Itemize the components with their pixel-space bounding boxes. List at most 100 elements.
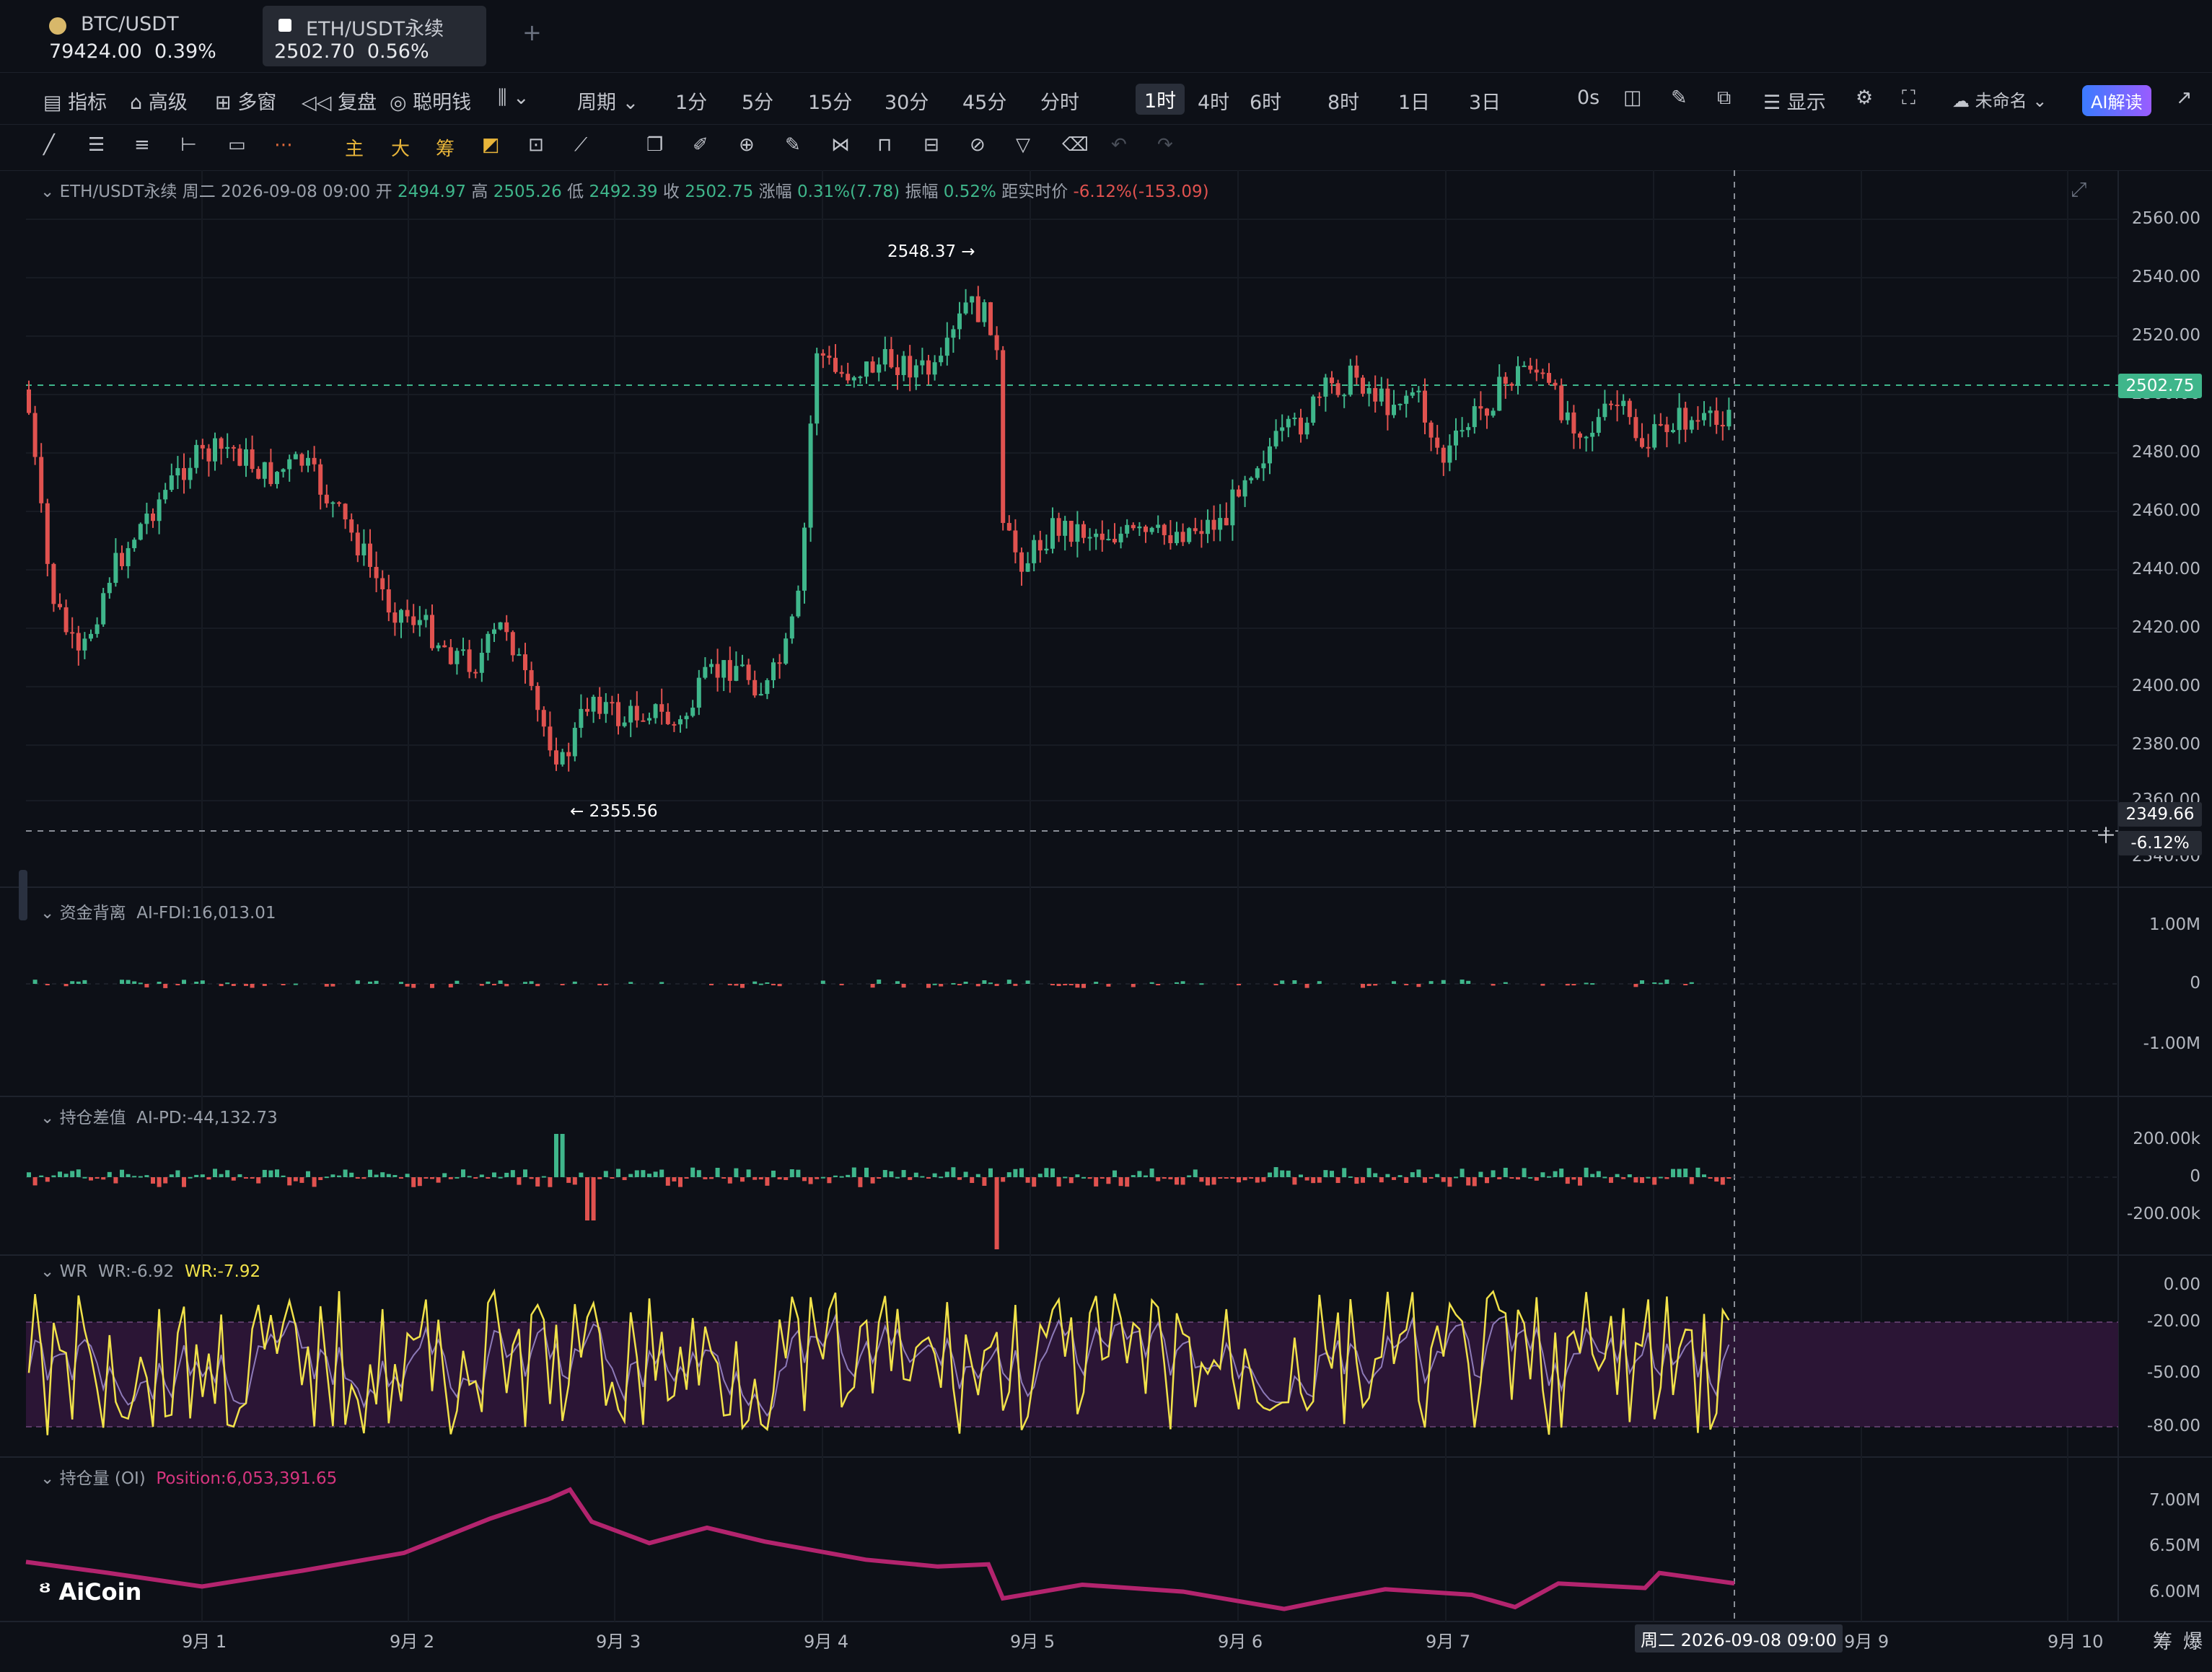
big-order-button[interactable]: 大	[391, 138, 411, 160]
zoom-icon[interactable]: ⊕	[739, 134, 755, 156]
pd-bar	[610, 1177, 615, 1179]
candle-body	[1726, 410, 1732, 427]
pd-bar	[1404, 1177, 1409, 1183]
fullscreen-icon[interactable]: ⛶	[1902, 87, 1915, 109]
fdi-bar	[250, 984, 255, 988]
pd-bar	[256, 1177, 261, 1184]
tab-btc[interactable]: BTC/USDT 79424.00 0.39%	[29, 6, 245, 66]
pen-icon[interactable]: ✎	[1671, 87, 1687, 109]
fdi-bar	[144, 984, 149, 987]
candle-body	[63, 607, 69, 633]
chart-area[interactable]	[0, 170, 2212, 1672]
interval-3[interactable]: 30分	[885, 92, 929, 114]
chip-corner-button[interactable]: 筹	[2153, 1631, 2172, 1653]
tab-eth[interactable]: ETH/USDT永续 2502.70 0.56%	[263, 6, 486, 66]
add-tab-button[interactable]: +	[522, 19, 542, 46]
camera-icon[interactable]: ◫	[1623, 87, 1642, 109]
redo-icon[interactable]: ↷	[1157, 134, 1173, 156]
pd-bar	[727, 1177, 732, 1184]
multi-window-button[interactable]: ⊞ 多窗	[215, 92, 277, 114]
fdi-bar	[1025, 980, 1030, 984]
fdi-bar	[734, 984, 739, 986]
pd-bar	[647, 1174, 651, 1177]
candle-body	[299, 454, 304, 466]
collapse-icon[interactable]: ⌄	[40, 182, 55, 201]
candle-body	[1397, 403, 1403, 405]
ray-tool-icon[interactable]: ⊢	[180, 134, 197, 156]
fdi-bar	[82, 980, 87, 984]
interval-8[interactable]: 6时	[1250, 92, 1282, 114]
fdi-bar	[709, 984, 714, 985]
line-tool-icon[interactable]: ╱	[43, 134, 55, 156]
indicator-button[interactable]: ▤ 指标	[43, 92, 107, 114]
period-dropdown[interactable]: 周期 ⌄	[577, 92, 639, 114]
hline-tool-icon[interactable]: ☰	[88, 134, 105, 156]
advanced-button[interactable]: ⌂ 高级	[130, 92, 188, 114]
pd-bar	[815, 1177, 820, 1179]
filter-icon[interactable]: ▽	[1016, 134, 1030, 156]
interval-11[interactable]: 3日	[1469, 92, 1501, 114]
fdi-bar	[1584, 982, 1589, 985]
interval-1[interactable]: 5分	[742, 92, 774, 114]
lock-icon[interactable]: ⊓	[877, 134, 892, 156]
candle-body	[1633, 417, 1638, 439]
interval-6[interactable]: 1时	[1136, 84, 1185, 115]
fdi-bar	[244, 984, 248, 986]
interval-7[interactable]: 4时	[1198, 92, 1230, 114]
pd-bar	[101, 1177, 106, 1180]
brush-tool-icon[interactable]: ⟋	[574, 134, 588, 156]
range-tool-icon[interactable]: ◩	[482, 134, 500, 156]
chip-button[interactable]: 筹	[436, 138, 455, 160]
interval-0[interactable]: 1分	[675, 92, 708, 114]
display-button[interactable]: ☰ 显示	[1763, 92, 1826, 114]
eraser-icon[interactable]: ✎	[785, 134, 801, 156]
edit-icon[interactable]: ⊟	[923, 134, 939, 156]
trend-icon[interactable]: ↗	[2176, 87, 2193, 109]
fdi-bar	[405, 984, 410, 987]
magnet-icon[interactable]: ⋈	[831, 134, 850, 156]
hide-icon[interactable]: ⊘	[970, 134, 986, 156]
add-alert-icon[interactable]: ＋	[2095, 824, 2117, 849]
candle-body	[1540, 372, 1545, 374]
fdi-bar	[63, 984, 69, 987]
ruler-icon[interactable]: ✐	[693, 134, 708, 156]
replay-button[interactable]: ◁◁ 复盘	[302, 92, 377, 114]
more-tool-icon[interactable]: ⋯	[274, 134, 293, 156]
candle-body	[231, 446, 236, 449]
layout-dropdown[interactable]: ☁ 未命名 ⌄	[1952, 91, 2048, 111]
pd-bar	[1044, 1168, 1049, 1177]
fdi-bar	[1081, 984, 1086, 988]
pd-bar	[1037, 1174, 1043, 1177]
rect-tool-icon[interactable]: ▭	[228, 134, 246, 156]
interval-5[interactable]: 分时	[1040, 92, 1079, 114]
undo-icon[interactable]: ↶	[1111, 134, 1127, 156]
copy-icon[interactable]: ❐	[646, 134, 664, 156]
candle-body	[721, 660, 727, 678]
main-force-button[interactable]: 主	[345, 138, 364, 160]
parallel-tool-icon[interactable]: ≡	[134, 134, 150, 156]
trash-icon[interactable]: ⌫	[1062, 134, 1089, 156]
expand-icon[interactable]: ⤢	[2071, 177, 2087, 201]
interval-2[interactable]: 15分	[808, 92, 853, 114]
share-icon[interactable]: ⧉	[1717, 87, 1732, 109]
chart-type-dropdown[interactable]: ⫼ ⌄	[498, 87, 530, 109]
candle-body	[287, 459, 292, 470]
candle-body	[895, 367, 900, 375]
fdi-bar	[975, 984, 980, 987]
smart-money-button[interactable]: ◎ 聪明钱	[390, 92, 472, 114]
interval-9[interactable]: 8时	[1327, 92, 1360, 114]
pd-bar	[1547, 1176, 1551, 1178]
pd-bar	[709, 1177, 714, 1179]
interval-4[interactable]: 45分	[962, 92, 1007, 114]
pd-bar	[95, 1177, 100, 1179]
price-axis-label: 2380.00	[2131, 735, 2200, 754]
settings-icon[interactable]: ⚙	[1856, 87, 1874, 109]
candle-body	[82, 638, 87, 651]
candle-body	[820, 353, 825, 356]
liquidation-corner-button[interactable]: 爆	[2183, 1631, 2203, 1653]
interval-10[interactable]: 1日	[1398, 92, 1431, 114]
pd-bar	[1609, 1177, 1613, 1183]
pd-bar	[1019, 1168, 1024, 1177]
measure-tool-icon[interactable]: ⊡	[528, 134, 544, 156]
ai-interpret-button[interactable]: AI解读	[2082, 85, 2151, 116]
